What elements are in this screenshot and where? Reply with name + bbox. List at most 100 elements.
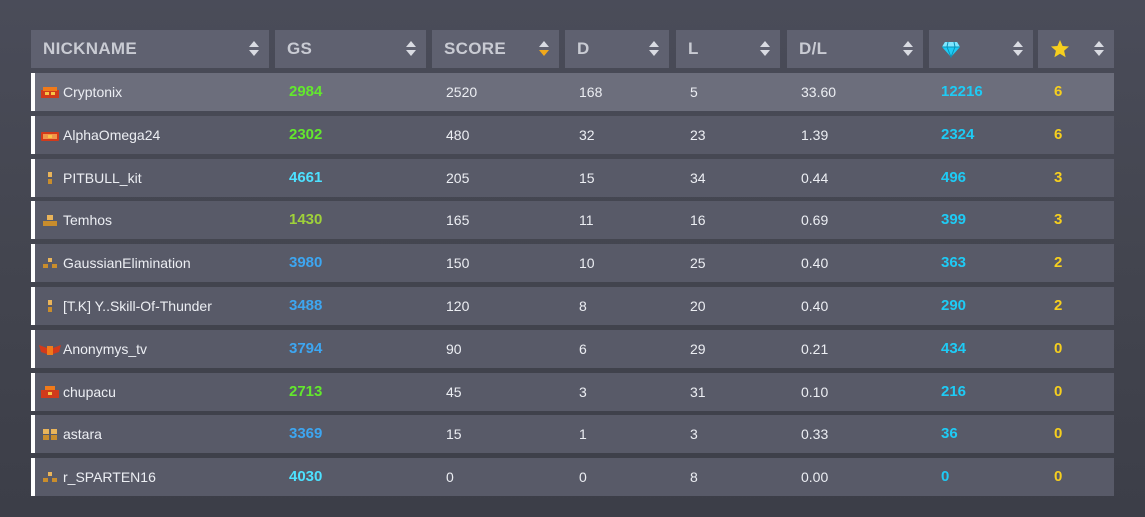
player-d: 8 (579, 298, 587, 314)
rank-gold-pillar-icon (48, 172, 52, 184)
player-gs: 3794 (289, 340, 323, 357)
table-row[interactable]: chupacu 2713 45 3 31 0.10 216 0 (31, 373, 1114, 411)
player-gs: 3369 (289, 425, 323, 442)
player-l: 34 (690, 170, 706, 186)
column-header-label: D/L (799, 39, 828, 58)
table-row[interactable]: PITBULL_kit 4661 205 15 34 0.44 496 3 (31, 159, 1114, 197)
table-row[interactable]: AlphaOmega24 2302 480 32 23 1.39 2324 6 (31, 116, 1114, 154)
leaderboard-table: NICKNAME GS SCORE D L D/L (31, 30, 1114, 496)
player-nickname[interactable]: GaussianElimination (63, 255, 191, 271)
player-gs: 1430 (289, 211, 323, 228)
column-header-label: D (577, 39, 590, 58)
player-score: 2520 (446, 84, 478, 100)
player-nickname[interactable]: [T.K] Y..Skill-Of-Thunder (63, 298, 212, 314)
player-d: 6 (579, 341, 587, 357)
player-diamonds: 290 (941, 297, 967, 314)
player-diamonds: 12216 (941, 83, 983, 100)
player-dl: 0.00 (801, 469, 829, 485)
player-score: 205 (446, 170, 470, 186)
player-diamonds: 2324 (941, 126, 975, 143)
column-header-l[interactable]: L (676, 30, 780, 68)
player-dl: 0.40 (801, 298, 829, 314)
player-dl: 33.60 (801, 84, 837, 100)
player-stars: 0 (1054, 468, 1063, 485)
sort-arrows-icon (249, 41, 259, 57)
rank-gold-blocks-icon (43, 429, 57, 440)
player-stars: 2 (1054, 254, 1063, 271)
player-d: 0 (579, 469, 587, 485)
sort-arrows-icon (1013, 41, 1023, 57)
player-nickname[interactable]: Temhos (63, 212, 113, 228)
rank-red-chest-icon (41, 132, 59, 141)
column-header-label: L (688, 39, 699, 58)
player-stars: 0 (1054, 340, 1063, 357)
player-dl: 0.21 (801, 341, 829, 357)
player-gs: 4661 (289, 169, 323, 186)
player-gs: 3980 (289, 254, 323, 271)
column-header-score[interactable]: SCORE (432, 30, 559, 68)
player-score: 90 (446, 341, 462, 357)
player-dl: 1.39 (801, 127, 829, 143)
player-nickname[interactable]: chupacu (63, 384, 116, 400)
player-diamonds: 0 (941, 468, 950, 485)
player-nickname[interactable]: Cryptonix (63, 84, 123, 100)
column-header-stars[interactable] (1038, 30, 1114, 68)
player-score: 480 (446, 127, 470, 143)
player-score: 0 (446, 469, 454, 485)
table-row[interactable]: r_SPARTEN16 4030 0 0 8 0.00 0 0 (31, 458, 1114, 496)
player-nickname[interactable]: AlphaOmega24 (63, 127, 161, 143)
player-l: 20 (690, 298, 706, 314)
sort-arrows-icon (406, 41, 416, 57)
column-header-nickname[interactable]: NICKNAME (31, 30, 269, 68)
player-nickname[interactable]: astara (63, 426, 102, 442)
column-header-label: SCORE (444, 39, 506, 58)
player-score: 45 (446, 384, 462, 400)
player-nickname[interactable]: Anonymys_tv (63, 341, 148, 357)
player-score: 165 (446, 212, 470, 228)
player-score: 120 (446, 298, 470, 314)
table-row[interactable]: Anonymys_tv 3794 90 6 29 0.21 434 0 (31, 330, 1114, 368)
rank-red-tower-icon (41, 386, 59, 398)
table-row[interactable]: Cryptonix 2984 2520 168 5 33.60 12216 6 (31, 73, 1114, 111)
rank-red-wings-icon (39, 345, 61, 355)
table-row[interactable]: astara 3369 15 1 3 0.33 36 0 (31, 415, 1114, 453)
player-stars: 2 (1054, 297, 1063, 314)
player-gs: 2302 (289, 126, 323, 143)
player-gs: 4030 (289, 468, 323, 485)
player-nickname[interactable]: r_SPARTEN16 (63, 469, 156, 485)
rank-gold-pyramid-icon (43, 258, 57, 268)
player-diamonds: 363 (941, 254, 967, 271)
player-d: 32 (579, 127, 595, 143)
player-diamonds: 399 (941, 211, 967, 228)
player-l: 29 (690, 341, 706, 357)
player-gs: 2984 (289, 83, 323, 100)
table-row[interactable]: [T.K] Y..Skill-Of-Thunder 3488 120 8 20 0.40 2… (31, 287, 1114, 325)
player-l: 25 (690, 255, 706, 271)
table-row[interactable]: Temhos 1430 165 11 16 0.69 399 3 (31, 201, 1114, 239)
player-l: 8 (690, 469, 698, 485)
column-header-d[interactable]: D (565, 30, 669, 68)
rank-gold-stack-icon (43, 215, 57, 226)
sort-arrows-icon (649, 41, 659, 57)
player-l: 31 (690, 384, 706, 400)
player-dl: 0.10 (801, 384, 829, 400)
sort-desc-active-icon (539, 41, 549, 57)
player-stars: 3 (1054, 211, 1063, 228)
player-nickname[interactable]: PITBULL_kit (63, 170, 142, 186)
player-diamonds: 36 (941, 425, 958, 442)
column-header-dl[interactable]: D/L (787, 30, 923, 68)
player-stars: 0 (1054, 425, 1063, 442)
player-l: 16 (690, 212, 706, 228)
player-l: 5 (690, 84, 698, 100)
player-d: 10 (579, 255, 595, 271)
sort-arrows-icon (903, 41, 913, 57)
player-diamonds: 216 (941, 383, 967, 400)
column-header-diamonds[interactable] (929, 30, 1033, 68)
player-diamonds: 496 (941, 169, 967, 186)
player-dl: 0.44 (801, 170, 829, 186)
column-header-gs[interactable]: GS (275, 30, 426, 68)
diamond-icon (942, 41, 960, 59)
player-d: 11 (579, 212, 594, 228)
table-row[interactable]: GaussianElimination 3980 150 10 25 0.40 363 2 (31, 244, 1114, 282)
player-l: 23 (690, 127, 706, 143)
